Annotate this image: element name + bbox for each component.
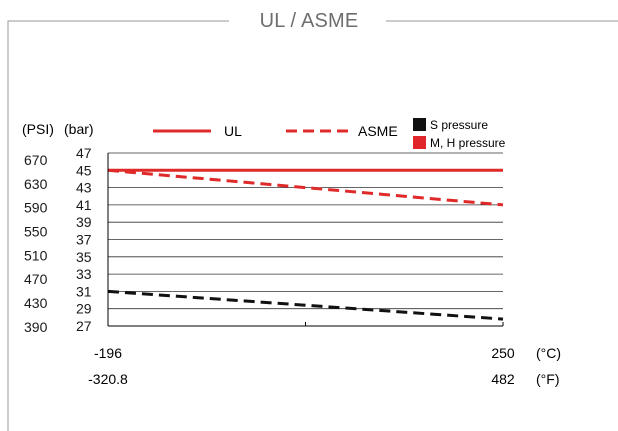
y-tick-label-bar: 29 xyxy=(76,301,92,317)
frame-border xyxy=(7,20,229,431)
y-tick-label-psi: 630 xyxy=(24,176,48,192)
y-tick-label-bar: 45 xyxy=(76,162,92,178)
y-axis-unit-bar: (bar) xyxy=(64,121,94,137)
legend-label-s-pressure: S pressure xyxy=(430,118,488,132)
y-tick-label-psi: 590 xyxy=(24,200,48,216)
series-line-asme-s-pressure xyxy=(107,289,504,321)
y-tick-label-psi: 470 xyxy=(24,271,48,287)
y-tick-label-psi: 390 xyxy=(24,319,48,335)
y-tick-label-psi: 430 xyxy=(24,295,48,311)
y-tick-label-bar: 37 xyxy=(76,232,92,248)
x-tick-label-fahrenheit: -320.8 xyxy=(88,371,128,387)
y-tick-label-bar: 31 xyxy=(76,283,92,299)
y-tick-label-bar: 33 xyxy=(76,266,92,282)
plot-area xyxy=(107,152,504,321)
y-tick-label-bar: 43 xyxy=(76,180,92,196)
chart-title: UL / ASME xyxy=(245,10,373,32)
legend: UL ASME S pressure M, H pressure xyxy=(153,118,506,150)
legend-swatch-s-pressure xyxy=(413,118,426,131)
y-axis-unit-psi: (PSI) xyxy=(22,121,54,137)
y-tick-label-bar: 35 xyxy=(76,249,92,265)
x-axis-unit-celsius: (°C) xyxy=(536,345,561,361)
y-tick-label-psi: 510 xyxy=(24,247,48,263)
y-tick-label-psi: 670 xyxy=(24,152,48,168)
legend-label-mh-pressure: M, H pressure xyxy=(430,136,506,150)
y-tick-label-psi: 550 xyxy=(24,224,48,240)
x-tick-label-celsius: -196 xyxy=(94,345,122,361)
legend-label-asme: ASME xyxy=(358,123,398,139)
y-tick-label-bar: 47 xyxy=(76,145,92,161)
y-tick-label-bar: 27 xyxy=(76,318,92,334)
y-tick-label-bar: 41 xyxy=(76,197,92,213)
legend-swatch-mh-pressure xyxy=(413,136,426,149)
series-line-asme-mh-pressure xyxy=(107,168,504,207)
x-tick-label-fahrenheit: 482 xyxy=(491,371,515,387)
chart-title-wrap: UL / ASME xyxy=(0,10,618,33)
x-tick-label-celsius: 250 xyxy=(491,345,515,361)
x-axis-unit-fahrenheit: (°F) xyxy=(536,371,559,387)
axes xyxy=(107,153,504,327)
legend-label-ul: UL xyxy=(224,123,242,139)
y-tick-label-bar: 39 xyxy=(76,214,92,230)
